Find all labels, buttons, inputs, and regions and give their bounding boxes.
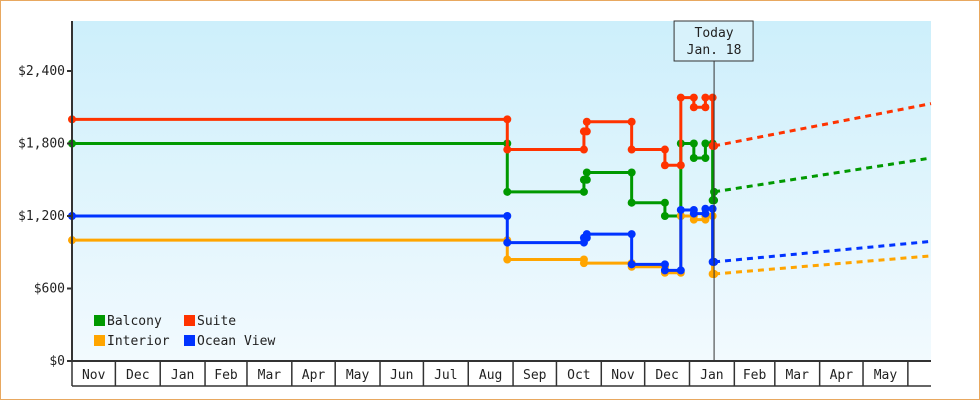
balcony-point xyxy=(579,187,588,196)
x-tick-label: Dec xyxy=(126,368,149,383)
legend-label: Balcony xyxy=(107,314,162,329)
interior-projection xyxy=(713,254,932,276)
suite-point xyxy=(676,93,685,102)
ocean-view-point xyxy=(660,266,669,275)
legend-swatch xyxy=(184,315,195,326)
today-marker: Today Jan. 18 xyxy=(673,20,754,361)
x-tick-label: Jan xyxy=(171,368,194,383)
suite-point xyxy=(503,115,512,124)
suite-point xyxy=(689,93,698,102)
suite-point xyxy=(676,161,685,170)
ocean-view-point xyxy=(660,260,669,269)
x-tick-label: Nov xyxy=(611,368,635,383)
balcony-point xyxy=(689,139,698,148)
ocean-view-point xyxy=(627,230,636,239)
y-tick-label: $1,800 xyxy=(18,137,65,152)
legend-swatch xyxy=(94,315,105,326)
today-box xyxy=(673,20,754,62)
suite-point xyxy=(701,93,710,102)
suite-point xyxy=(627,145,636,154)
today-label: Today xyxy=(695,26,734,41)
legend-swatch xyxy=(94,335,105,346)
suite-point xyxy=(708,93,717,102)
suite-point xyxy=(701,103,710,112)
suite-point xyxy=(582,127,591,136)
ocean-view-point xyxy=(503,212,512,220)
ocean-view-point xyxy=(676,266,685,275)
ocean-view-point xyxy=(676,205,685,214)
today-date: Jan. 18 xyxy=(687,43,742,58)
x-tick-label: Apr xyxy=(302,368,326,383)
y-tick-label: $2,400 xyxy=(18,64,65,79)
balcony-point xyxy=(660,212,669,220)
interior-point xyxy=(579,259,588,268)
plot-area xyxy=(72,21,931,361)
suite-projection xyxy=(713,102,932,148)
suite-point xyxy=(503,145,512,154)
x-tick-label: Apr xyxy=(830,368,854,383)
suite-point xyxy=(660,145,669,154)
balcony-point xyxy=(627,168,636,177)
x-tick-label: Aug xyxy=(479,368,502,383)
x-tick-label: Nov xyxy=(82,368,106,383)
suite-point xyxy=(660,161,669,170)
x-tick-label: Mar xyxy=(785,368,809,383)
suite-point xyxy=(689,103,698,112)
balcony-point xyxy=(701,139,710,148)
x-tick-label: Feb xyxy=(743,368,767,383)
ocean-view-point xyxy=(708,204,717,213)
balcony-point xyxy=(582,175,591,184)
x-tick-label: Jan xyxy=(700,368,723,383)
x-tick-label: Sep xyxy=(523,368,547,383)
balcony-projection xyxy=(713,156,932,194)
x-tick-label: Jul xyxy=(434,368,457,383)
suite-point xyxy=(582,117,591,126)
legend-label: Interior xyxy=(107,334,170,349)
balcony-point xyxy=(503,187,512,196)
y-tick-label: $600 xyxy=(34,282,65,297)
x-tick-label: May xyxy=(346,368,370,383)
balcony-point xyxy=(582,168,591,177)
ocean-view-point xyxy=(689,209,698,218)
balcony-point xyxy=(701,154,710,162)
legend-swatch xyxy=(184,335,195,346)
ocean-view-point xyxy=(701,204,710,213)
balcony-point xyxy=(660,198,669,207)
legend-label: Suite xyxy=(197,314,236,329)
x-tick-label: Jun xyxy=(390,368,413,383)
x-tick-label: May xyxy=(874,368,898,383)
ocean-view-point xyxy=(627,260,636,269)
ocean-view-projection xyxy=(713,239,932,264)
ocean-view-point xyxy=(582,230,591,239)
legend-label: Ocean View xyxy=(197,334,275,349)
legend: Balcony Suite Interior Ocean View xyxy=(94,314,275,349)
x-tick-label: Mar xyxy=(258,368,282,383)
y-tick-label: $1,200 xyxy=(18,209,65,224)
x-tick-label: Feb xyxy=(214,368,238,383)
x-tick-label: Dec xyxy=(655,368,678,383)
suite-point xyxy=(579,145,588,154)
y-tick-label: $0 xyxy=(49,354,65,369)
balcony-point xyxy=(689,154,698,162)
interior-point xyxy=(689,215,698,224)
suite-point xyxy=(627,117,636,126)
x-tick-label: Oct xyxy=(567,368,590,383)
ocean-view-point xyxy=(503,238,512,247)
interior-point xyxy=(503,255,512,264)
balcony-point xyxy=(627,198,636,207)
